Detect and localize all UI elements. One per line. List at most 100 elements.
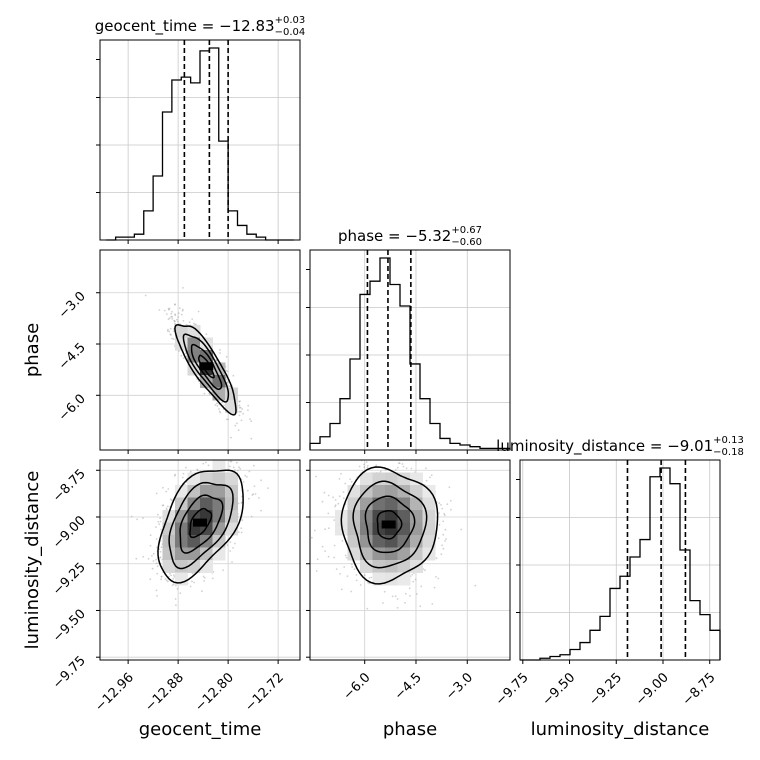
density-cell: [385, 535, 398, 548]
scatter-point: [172, 338, 175, 340]
scatter-point: [156, 546, 158, 549]
density-cell: [372, 572, 386, 586]
scatter-point: [191, 580, 193, 583]
panel-frame: [309, 249, 511, 451]
scatter-point: [229, 550, 232, 552]
scatter-point: [230, 436, 232, 439]
scatter-point: [237, 456, 239, 458]
scatter-point: [232, 374, 235, 377]
scatter-point: [181, 309, 184, 312]
density-cell: [372, 497, 386, 511]
scatter-point: [155, 538, 158, 540]
scatter-point: [168, 308, 170, 311]
scatter-point: [425, 479, 428, 482]
scatter-point: [213, 456, 215, 458]
y-tick-label: −9.25: [50, 560, 89, 599]
scatter-point: [258, 497, 260, 499]
scatter-point: [333, 544, 336, 547]
scatter-point: [155, 526, 157, 528]
scatter-point: [238, 404, 241, 407]
scatter-point: [251, 494, 254, 496]
scatter-point: [172, 583, 175, 586]
scatter-point: [433, 586, 436, 589]
scatter-point: [350, 563, 353, 566]
scatter-point: [179, 592, 182, 594]
scatter-point: [216, 402, 218, 405]
scatter-point: [338, 495, 341, 498]
scatter-point: [196, 468, 199, 471]
scatter-point: [167, 318, 170, 321]
scatter-point: [333, 556, 335, 559]
scatter-point: [226, 457, 228, 459]
density-cell: [347, 510, 361, 523]
scatter-point: [365, 461, 368, 463]
density-cell: [410, 485, 423, 498]
density-cell: [410, 535, 423, 548]
scatter-point: [234, 542, 236, 545]
density-cell: [347, 547, 361, 561]
scatter-point: [332, 496, 334, 499]
scatter-point: [171, 310, 173, 313]
scatter-point: [401, 463, 404, 465]
scatter-point: [149, 578, 152, 581]
scatter-point: [211, 577, 214, 580]
scatter-point: [260, 509, 262, 512]
scatter-point: [228, 385, 231, 387]
density-cell: [187, 325, 201, 338]
scatter-point: [167, 328, 169, 331]
scatter-point: [335, 568, 338, 570]
scatter-point: [323, 491, 326, 494]
scatter-point: [167, 307, 170, 310]
scatter-point: [440, 553, 443, 556]
scatter-point: [240, 419, 243, 422]
scatter-point: [404, 601, 406, 604]
density-cell: [397, 560, 411, 573]
contour-level-2: [364, 495, 416, 554]
density-cell: [175, 560, 188, 573]
scatter-point: [151, 567, 154, 570]
scatter-point: [316, 558, 319, 561]
scatter-point: [240, 410, 242, 413]
scatter-point: [450, 508, 452, 511]
contour-level-1: [189, 507, 213, 539]
scatter-point: [156, 565, 159, 568]
scatter-point: [193, 581, 196, 584]
scatter-point: [209, 393, 211, 396]
scatter-point: [171, 318, 174, 320]
scatter-point: [176, 318, 178, 321]
hist-outline-geocent-time: [106, 47, 294, 241]
scatter-point: [246, 489, 249, 492]
scatter-point: [165, 579, 168, 582]
scatter-point: [238, 466, 240, 469]
scatter-point: [249, 418, 251, 420]
density-cell: [187, 535, 201, 548]
scatter-point: [442, 533, 445, 536]
scatter-point: [328, 527, 330, 530]
scatter-point: [350, 480, 353, 483]
scatter-point: [250, 515, 253, 518]
scatter-point: [243, 423, 245, 425]
scatter-point: [152, 552, 155, 555]
scatter-point: [166, 505, 169, 508]
scatter-point: [397, 462, 400, 464]
scatter-point: [144, 294, 147, 297]
scatter-point: [334, 504, 337, 507]
x-tick-label: −12.80: [192, 670, 237, 715]
scatter-point: [396, 606, 399, 609]
scatter-point: [341, 540, 344, 542]
density-cell: [187, 547, 201, 561]
scatter-point: [174, 598, 177, 600]
scatter-point: [238, 406, 241, 409]
scatter-point: [237, 469, 239, 472]
scatter-point: [149, 534, 152, 536]
scatter-point: [446, 503, 449, 506]
density-cell: [225, 472, 238, 486]
pair-panels: [100, 250, 510, 660]
scatter-point: [196, 469, 199, 472]
scatter-point: [225, 418, 228, 421]
y-tick-label: −9.75: [50, 653, 89, 692]
scatter-point: [176, 587, 179, 590]
scatter-point: [327, 555, 330, 558]
scatter-point: [180, 313, 183, 316]
